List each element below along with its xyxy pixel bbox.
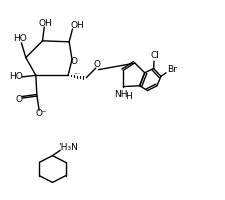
Text: HO: HO <box>9 72 23 81</box>
Text: O: O <box>15 95 22 104</box>
Text: ...: ... <box>73 67 81 76</box>
Text: Cl: Cl <box>151 51 160 60</box>
Text: O: O <box>35 109 42 118</box>
Text: OH: OH <box>70 21 84 30</box>
Text: ’H₃N: ’H₃N <box>58 143 78 152</box>
Text: HO: HO <box>14 34 27 43</box>
Text: O: O <box>71 57 78 66</box>
Text: NH: NH <box>114 90 128 99</box>
Text: O: O <box>93 60 100 69</box>
Text: H: H <box>125 92 132 101</box>
Text: OH: OH <box>38 19 52 28</box>
Text: Br: Br <box>167 65 177 74</box>
Text: ⁻: ⁻ <box>40 109 46 119</box>
